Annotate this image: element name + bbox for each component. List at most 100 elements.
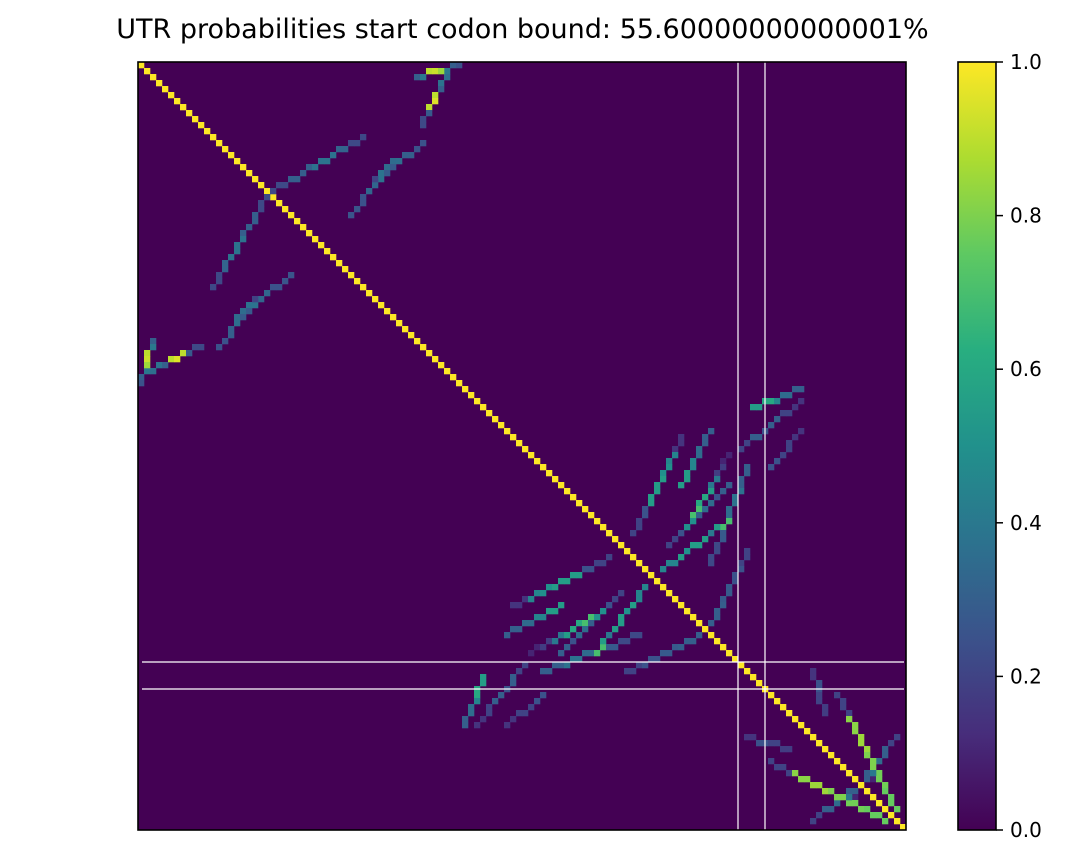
heatmap-cell (696, 632, 703, 639)
heatmap-cell (282, 206, 289, 213)
heatmap-cell (708, 500, 715, 507)
heatmap-cell (702, 434, 709, 441)
heatmap-cell (306, 230, 313, 237)
heatmap-cell (840, 764, 847, 771)
heatmap-cell (144, 356, 151, 363)
heatmap-cell (534, 458, 541, 465)
heatmap-cell (180, 350, 187, 357)
heatmap-cell (240, 230, 247, 237)
heatmap-cell (438, 80, 445, 87)
heatmap-cell (258, 182, 265, 189)
heatmap-cell (504, 722, 511, 729)
heatmap-cell (810, 668, 817, 675)
heatmap-cell (402, 152, 409, 159)
reference-lines (142, 62, 904, 830)
heatmap-cell (594, 614, 601, 621)
heatmap-cell (864, 806, 871, 813)
heatmap-cell (678, 434, 685, 441)
heatmap-cell (594, 560, 601, 567)
heatmap-cell (726, 518, 733, 525)
heatmap-cell (798, 722, 805, 729)
heatmap-cell (852, 788, 859, 795)
heatmap-cell (858, 806, 865, 813)
heatmap-cell (750, 404, 757, 411)
heatmap-cell (882, 788, 889, 795)
heatmap-cell (234, 314, 241, 321)
heatmap-cell (552, 476, 559, 483)
heatmap-cell (216, 344, 223, 351)
heatmap-cell (636, 518, 643, 525)
heatmap-cell (426, 350, 433, 357)
heatmap-cell (480, 716, 487, 723)
heatmap-cell (702, 626, 709, 633)
heatmap-cell (690, 458, 697, 465)
heatmap-cell (720, 458, 727, 465)
heatmap-cell (576, 500, 583, 507)
heatmap-cell (786, 440, 793, 447)
heatmap-cell (510, 626, 517, 633)
heatmap-cell (450, 62, 457, 69)
heatmap-cell (768, 422, 775, 429)
heatmap-cell (192, 344, 199, 351)
heatmap-cell (480, 680, 487, 687)
heatmap-cell (570, 626, 577, 633)
heatmap-cell (708, 482, 715, 489)
heatmap-cell (870, 764, 877, 771)
heatmap-cell (558, 662, 565, 669)
heatmap-cell (720, 488, 727, 495)
heatmap-cell (240, 308, 247, 315)
heatmap-cell (498, 422, 505, 429)
heatmap-cell (540, 644, 547, 651)
heatmap-cell (684, 608, 691, 615)
heatmap-cell (702, 494, 709, 501)
heatmap-cell (288, 212, 295, 219)
heatmap-cell (684, 476, 691, 483)
heatmap-cell (654, 488, 661, 495)
heatmap-cell (360, 194, 367, 201)
heatmap-cell (528, 704, 535, 711)
heatmap-cell (864, 776, 871, 783)
heatmap-cell (894, 818, 901, 825)
heatmap-cell (720, 524, 727, 531)
heatmap-cell (546, 638, 553, 645)
heatmap-cell (708, 632, 715, 639)
heatmap-cell (270, 194, 277, 201)
heatmap-cell (606, 644, 613, 651)
heatmap-cell (138, 380, 145, 387)
heatmap-cell (552, 608, 559, 615)
heatmap-cell (816, 680, 823, 687)
heatmap-cell (738, 476, 745, 483)
heatmap-cell (636, 560, 643, 567)
heatmap-cell (768, 692, 775, 699)
heatmap-cell (480, 404, 487, 411)
heatmap-cell (672, 560, 679, 567)
heatmap-cell (390, 314, 397, 321)
heatmap-cell (378, 302, 385, 309)
heatmap-cell (858, 740, 865, 747)
heatmap-cell (558, 650, 565, 657)
colorbar-frame (957, 61, 997, 831)
heatmap-cell (540, 668, 547, 675)
heatmap-cell (414, 146, 421, 153)
heatmap-cell (474, 698, 481, 705)
heatmap-cell (630, 554, 637, 561)
heatmap-cell (678, 644, 685, 651)
heatmap-cell (516, 668, 523, 675)
heatmap-cell (726, 482, 733, 489)
heatmap-cell (462, 722, 469, 729)
heatmap-cell (462, 386, 469, 393)
heatmap-cell (372, 296, 379, 303)
heatmap-cell (432, 356, 439, 363)
heatmap-cell (876, 812, 883, 819)
heatmap-cell (546, 470, 553, 477)
heatmap-cell (834, 800, 841, 807)
heatmap-cell (726, 590, 733, 597)
heatmap-cell (798, 386, 805, 393)
heatmap-cell (384, 308, 391, 315)
heatmap-cell (258, 200, 265, 207)
heatmap-cell (846, 710, 853, 717)
heatmap-cell (636, 596, 643, 603)
heatmap-cell (708, 530, 715, 537)
heatmap-cell (564, 488, 571, 495)
heatmap-cell (252, 176, 259, 183)
